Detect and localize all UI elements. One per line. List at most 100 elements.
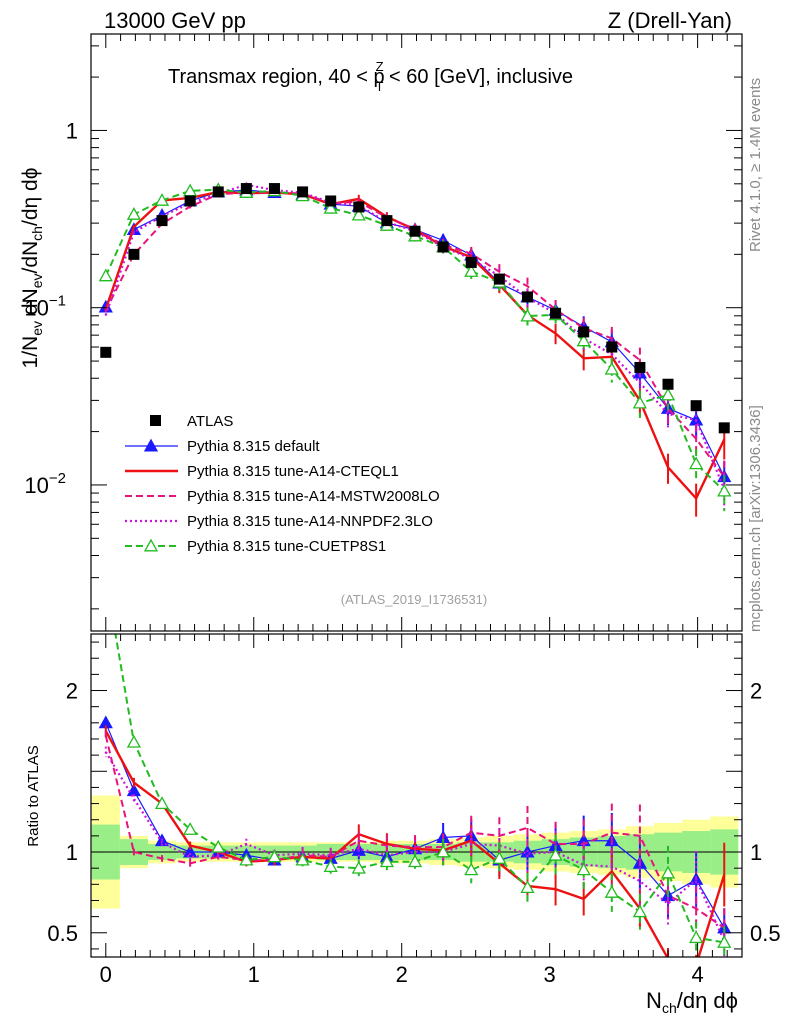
y-axis-title-bottom: Ratio to ATLAS	[25, 745, 42, 846]
legend-item: Pythia 8.315 tune-CUETP8S1	[125, 538, 386, 555]
legend-item: Pythia 8.315 tune-A14-MSTW2008LO	[125, 488, 440, 505]
series-marker	[717, 483, 732, 497]
series-marker	[267, 849, 282, 863]
header-right: Z (Drell-Yan)	[608, 8, 732, 33]
series-marker	[660, 387, 676, 401]
header-left: 13000 GeV pp	[104, 8, 246, 33]
x-tick-label: 0	[100, 962, 112, 987]
series-marker	[98, 268, 113, 282]
series-marker	[295, 852, 310, 866]
series-marker	[492, 851, 507, 864]
top-clip	[98, 182, 732, 517]
series-marker	[632, 904, 648, 918]
legend: ATLAS Pythia 8.315 default Pythia 8.315 tu…	[125, 413, 440, 555]
legend-swatch	[150, 415, 161, 426]
legend-label: Pythia 8.315 tune-A14-MSTW2008LO	[187, 488, 440, 505]
series-marker	[323, 200, 338, 214]
series-marker	[239, 852, 254, 866]
x-tick-label: 2	[396, 962, 408, 987]
atlas-marker	[662, 378, 674, 390]
atlas-marker	[184, 195, 196, 207]
series-marker	[689, 930, 704, 944]
legend-label: ATLAS	[187, 413, 233, 430]
series-marker	[183, 822, 198, 835]
series-marker	[689, 456, 704, 470]
y-tick-label-bot: 2	[66, 679, 78, 704]
x-tick-label: 4	[691, 962, 703, 987]
legend-label: Pythia 8.315 tune-A14-CTEQL1	[187, 463, 399, 480]
series-marker	[183, 844, 198, 858]
atlas-marker	[156, 215, 168, 227]
top-frame	[90, 33, 743, 632]
atlas-marker	[128, 248, 140, 260]
atlas-points	[100, 183, 730, 434]
series-marker	[520, 880, 535, 894]
mcplots-label: mcplots.cern.ch [arXiv:1306.3436]	[747, 405, 764, 632]
atlas-marker	[578, 326, 590, 338]
series-marker	[576, 333, 591, 347]
series-marker	[520, 308, 535, 322]
series-marker	[100, 571, 112, 582]
series-marker	[154, 796, 170, 810]
atlas-marker	[690, 400, 702, 412]
series-marker	[548, 847, 563, 861]
atlas-marker	[100, 346, 112, 358]
series-marker	[717, 935, 732, 948]
atlas-marker	[409, 225, 421, 237]
series-marker	[351, 207, 366, 221]
y-tick-label-bot: 1	[66, 840, 78, 865]
series-line-top	[104, 183, 726, 490]
x-tick-label: 1	[248, 962, 260, 987]
legend-label: Pythia 8.315 tune-CUETP8S1	[187, 538, 386, 555]
series-marker	[604, 885, 619, 898]
x-axis-title: Nch/dη dϕ	[646, 988, 738, 1016]
x-tick-label: 3	[544, 962, 556, 987]
series-marker	[407, 854, 423, 868]
atlas-marker	[268, 183, 280, 195]
chart-title: Transmax region, 40 < pZ T < 60 [GeV], in…	[168, 59, 573, 94]
series-marker	[436, 844, 451, 858]
series-marker	[464, 264, 479, 277]
svg-text:1/Nev dNev/dNch/dη dϕ: 1/Nev dNev/dNch/dη dϕ	[19, 168, 45, 369]
y-tick-label-top: 1	[66, 118, 78, 143]
legend-marker	[143, 438, 159, 452]
atlas-marker	[381, 215, 393, 227]
top-plot: 10−2 10−1 1	[24, 34, 743, 631]
series-marker	[632, 395, 648, 409]
series-marker	[323, 859, 338, 873]
y-tick-label-bot: 0.5	[47, 921, 78, 946]
series-marker	[379, 854, 395, 868]
series-marker	[576, 862, 591, 876]
series-marker	[211, 839, 226, 853]
atlas-marker	[634, 361, 646, 373]
series-marker	[351, 860, 366, 874]
atlas-marker	[353, 201, 365, 213]
series-marker	[604, 361, 619, 375]
legend-item: Pythia 8.315 tune-A14-NNPDF2.3LO	[125, 513, 433, 530]
legend-item: ATLAS	[150, 413, 233, 430]
atlas-marker	[493, 273, 505, 285]
y-axis-title-top: 1/Nev dNev/dNch/dη dϕ	[19, 168, 45, 369]
series-marker	[464, 862, 479, 876]
series-line-top	[104, 188, 725, 492]
atlas-marker	[240, 183, 252, 195]
atlas-marker	[465, 256, 477, 268]
series-line-ratio	[114, 634, 725, 944]
atlas-marker	[212, 186, 224, 198]
series-ratio-4	[100, 571, 732, 957]
series-marker	[154, 193, 170, 206]
series-marker	[126, 207, 142, 220]
legend-item: Pythia 8.315 default	[125, 438, 320, 455]
analysis-id: (ATLAS_2019_I1736531)	[341, 592, 487, 607]
ratio-clip	[91, 571, 742, 957]
y-tick-label-top: 10−1	[24, 293, 66, 321]
series-marker	[126, 734, 142, 748]
atlas-marker	[437, 241, 449, 253]
y-tick-label-bot-right: 1	[750, 840, 762, 865]
atlas-marker	[297, 186, 309, 198]
y-tick-label-bot-right: 0.5	[750, 921, 781, 946]
series-line-top	[104, 191, 726, 478]
y-tick-label-top: 10−2	[24, 470, 66, 498]
atlas-marker	[550, 307, 562, 319]
